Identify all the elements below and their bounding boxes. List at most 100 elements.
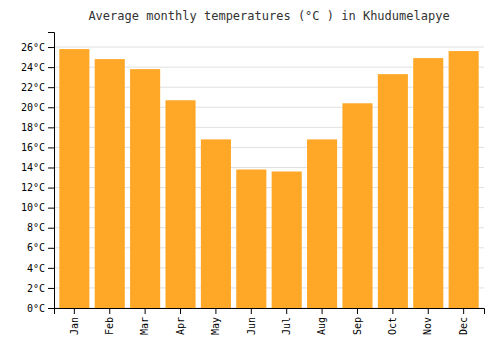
grid xyxy=(54,47,484,308)
x-tick-label: Feb xyxy=(104,317,115,335)
x-tick-mark xyxy=(109,308,110,314)
x-tick: Dec xyxy=(458,308,469,335)
x-tick: Sep xyxy=(352,308,363,335)
x-tick-label: Apr xyxy=(175,317,186,335)
y-tick: 6°C xyxy=(27,242,54,253)
y-tick: 24°C xyxy=(21,62,54,73)
y-tick-label: 18°C xyxy=(21,122,45,133)
y-tick-label: 16°C xyxy=(21,142,45,153)
y-tick-mark xyxy=(48,268,54,269)
x-tick-label: Dec xyxy=(458,317,469,335)
y-tick: 4°C xyxy=(27,263,54,274)
y-tick: 2°C xyxy=(27,283,54,294)
bar xyxy=(59,49,89,308)
y-tick-mark xyxy=(48,188,54,189)
title: Average monthly temperatures (°C ) in Kh… xyxy=(88,9,449,23)
x-tick-mark xyxy=(392,308,393,314)
y-tick-label: 24°C xyxy=(21,62,45,73)
y-tick-label: 8°C xyxy=(27,222,45,233)
y-tick: 14°C xyxy=(21,162,54,173)
y-tick-mark xyxy=(48,127,54,128)
x-tick-label: Jul xyxy=(281,317,292,335)
bar xyxy=(165,100,195,308)
bar xyxy=(307,139,337,308)
x-tick: Nov xyxy=(422,308,433,335)
bar xyxy=(95,59,125,308)
x-tick-mark xyxy=(286,308,287,314)
chart: 0°C 2°C 4°C 6°C 8°C 10°C 12°C 14°C 16°C 18°C 20°C 2… xyxy=(0,0,500,350)
x-tick-mark xyxy=(145,308,146,314)
y-tick-label: 14°C xyxy=(21,162,45,173)
y-tick-mark xyxy=(48,107,54,108)
x-tick: May xyxy=(210,308,221,335)
bar xyxy=(378,74,408,308)
x-tick: Jan xyxy=(69,308,80,335)
y-tick-label: 2°C xyxy=(27,283,45,294)
y-tick-mark xyxy=(48,47,54,48)
y-tick-label: 26°C xyxy=(21,42,45,53)
x-tick-mark xyxy=(74,308,75,314)
y-tick: 20°C xyxy=(21,102,54,113)
y-tick-label: 6°C xyxy=(27,242,45,253)
y-tick-mark xyxy=(48,167,54,168)
x-tick: Oct xyxy=(387,308,398,335)
bars xyxy=(59,49,478,308)
y-tick-mark xyxy=(48,228,54,229)
x-tick-label: Mar xyxy=(139,317,150,335)
y-tick-mark xyxy=(48,288,54,289)
y-tick: 22°C xyxy=(21,82,54,93)
y-tick-mark xyxy=(48,67,54,68)
plot: 0°C 2°C 4°C 6°C 8°C 10°C 12°C 14°C 16°C 18°C 20°C 2… xyxy=(21,33,485,336)
y-tick: 26°C xyxy=(21,42,54,53)
x-tick-mark xyxy=(463,308,464,314)
bar xyxy=(272,172,302,308)
x-tick: Aug xyxy=(316,308,327,335)
y-tick-mark xyxy=(48,208,54,209)
x-tick: Feb xyxy=(104,308,115,335)
bar xyxy=(449,51,479,308)
x-tick-mark xyxy=(322,308,323,314)
x-tick-label: Aug xyxy=(316,317,327,335)
x-tick-label: Sep xyxy=(352,317,363,335)
y-tick-label: 10°C xyxy=(21,202,45,213)
y-tick-label: 20°C xyxy=(21,102,45,113)
x-tick-mark xyxy=(357,308,358,314)
y-tick-label: 12°C xyxy=(21,182,45,193)
y-tick: 0°C xyxy=(27,303,54,314)
x-axis-line xyxy=(55,309,485,315)
x-tick-label: May xyxy=(210,317,221,335)
y-tick-label: 22°C xyxy=(21,82,45,93)
x-axis: Jan Feb Mar Apr May Jun Jul Aug Sep Oct Nov Dec xyxy=(55,308,485,335)
bar xyxy=(130,69,160,308)
bar xyxy=(342,103,372,308)
x-tick-mark xyxy=(215,308,216,314)
x-tick-label: Oct xyxy=(387,317,398,335)
x-tick-mark xyxy=(251,308,252,314)
x-tick: Jul xyxy=(281,308,292,335)
y-tick-label: 4°C xyxy=(27,263,45,274)
y-axis-line xyxy=(48,33,55,309)
x-tick-label: Nov xyxy=(422,317,433,335)
y-tick-mark xyxy=(48,308,54,309)
y-tick-mark xyxy=(48,147,54,148)
y-tick: 12°C xyxy=(21,182,54,193)
y-tick-mark xyxy=(48,87,54,88)
bar xyxy=(413,58,443,308)
x-tick-label: Jun xyxy=(246,317,257,335)
y-tick: 18°C xyxy=(21,122,54,133)
y-tick: 10°C xyxy=(21,202,54,213)
bar xyxy=(236,169,266,308)
y-tick: 16°C xyxy=(21,142,54,153)
y-axis: 0°C 2°C 4°C 6°C 8°C 10°C 12°C 14°C 16°C 18°C 20°C 2… xyxy=(21,33,55,314)
x-tick: Jun xyxy=(246,308,257,335)
x-tick-label: Jan xyxy=(69,317,80,335)
y-tick-mark xyxy=(48,248,54,249)
x-tick-mark xyxy=(180,308,181,314)
y-tick-label: 0°C xyxy=(27,303,45,314)
bar xyxy=(201,139,231,308)
grid-line xyxy=(54,47,484,48)
x-tick-mark xyxy=(428,308,429,314)
y-tick: 8°C xyxy=(27,222,54,233)
x-tick: Apr xyxy=(175,308,186,335)
x-tick: Mar xyxy=(139,308,150,335)
